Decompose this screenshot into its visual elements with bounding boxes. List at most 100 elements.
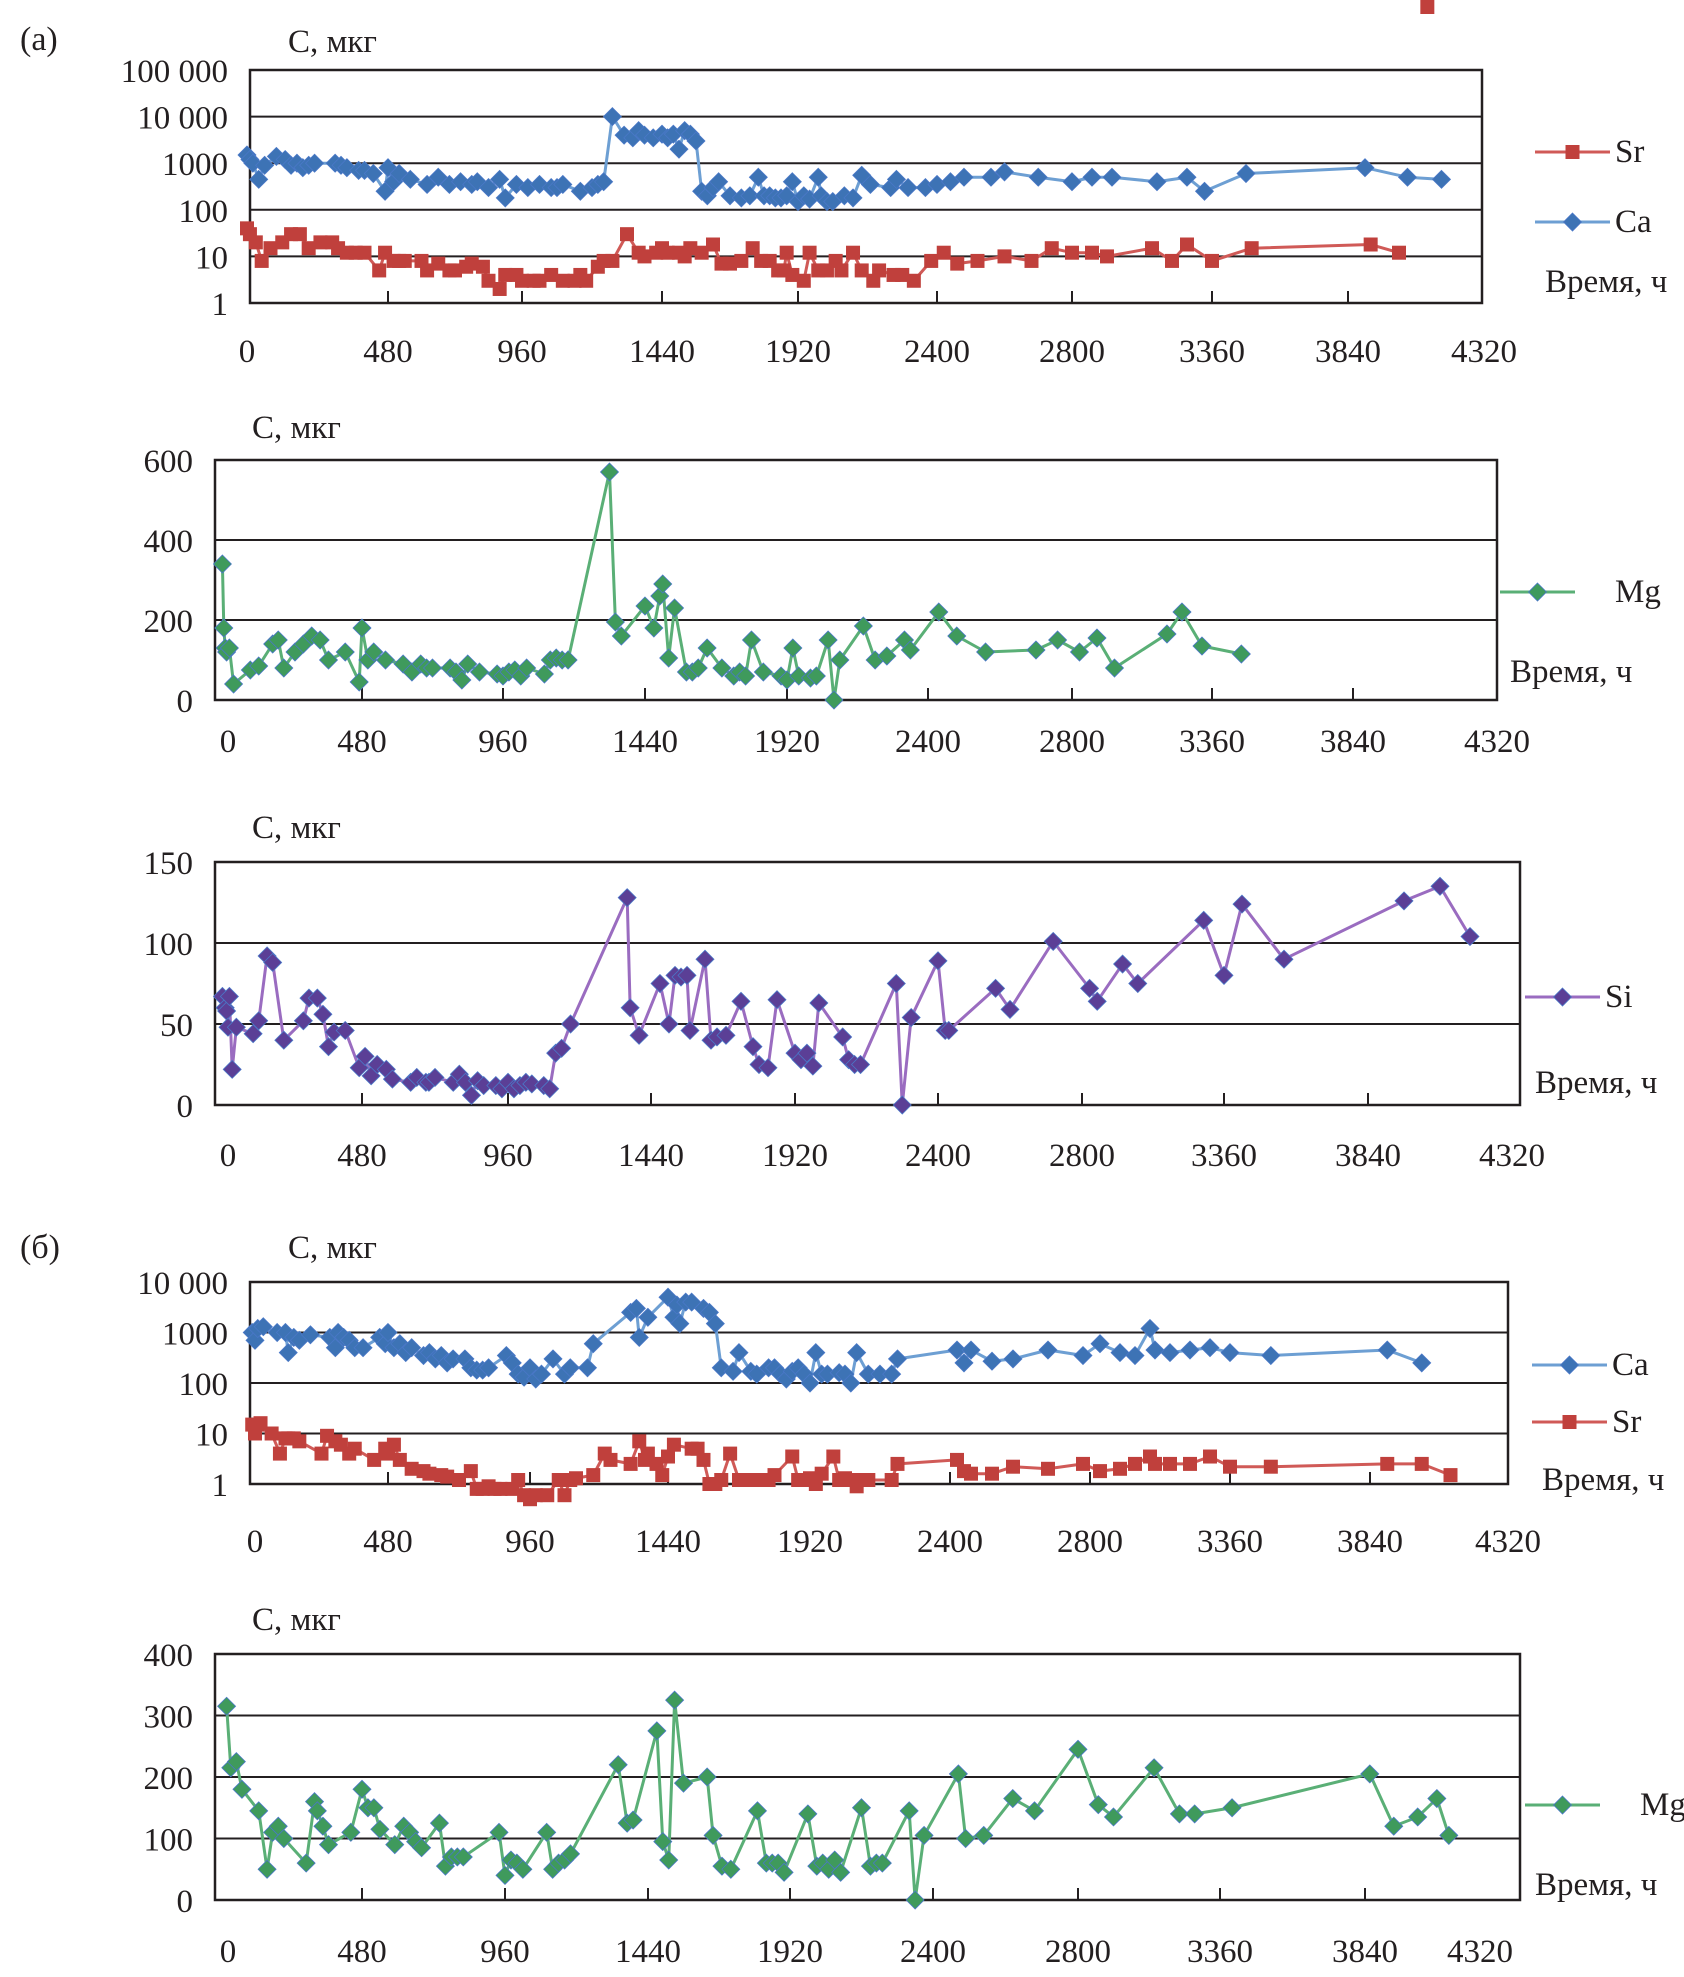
data-point-sr — [846, 245, 861, 260]
x-axis-title: Время, ч — [1535, 1867, 1657, 1903]
data-point-sr — [785, 1449, 800, 1464]
data-point-ca — [353, 1338, 373, 1358]
data-point-mg — [948, 1764, 968, 1784]
y-tick-label: 150 — [144, 846, 194, 882]
data-point-ca — [1073, 1345, 1093, 1366]
data-point-ca — [711, 1358, 731, 1378]
data-point-si — [560, 1014, 581, 1034]
data-point-ca — [594, 172, 614, 192]
plot-frame — [248, 1280, 1510, 1486]
data-point-sr — [301, 241, 316, 256]
data-point-sr — [696, 1452, 711, 1467]
data-point-si — [552, 1038, 572, 1058]
data-point-mg — [1172, 602, 1192, 622]
data-point-sr — [924, 253, 939, 268]
data-point-mg — [375, 650, 396, 670]
x-axis-title: Время, ч — [1535, 1065, 1657, 1101]
plot-frame — [248, 68, 1484, 305]
x-tick-label: 1440 — [629, 334, 695, 370]
data-point-sr — [1006, 1459, 1020, 1474]
data-point-mg — [429, 1813, 450, 1833]
data-point-sr — [253, 1416, 268, 1431]
plot-frame — [213, 860, 1522, 1107]
data-point-sr — [1085, 245, 1099, 260]
y-tick-label: 400 — [144, 524, 194, 560]
data-point-mg — [1360, 1764, 1380, 1784]
data-point-sr — [557, 1488, 572, 1503]
data-point-mg — [513, 1859, 533, 1879]
data-point-sr — [706, 237, 720, 252]
panel-label-a: (a) — [20, 21, 58, 58]
data-point-sr — [420, 263, 435, 278]
data-point-ca — [1028, 167, 1048, 187]
data-point-sr — [796, 273, 811, 288]
data-point-ca — [1194, 181, 1215, 201]
data-point-sr — [551, 1473, 566, 1488]
data-point-ca — [402, 1338, 422, 1358]
data-point-ca — [638, 1307, 658, 1327]
y-axis-title: С, мкг — [288, 24, 377, 60]
data-point-si — [743, 1037, 763, 1057]
data-point-mg — [806, 666, 826, 686]
data-point-si — [928, 951, 948, 971]
data-point-mg — [453, 1847, 473, 1867]
x-tick-label: 1440 — [615, 1934, 681, 1970]
data-point-si — [1080, 978, 1100, 998]
y-tick-label: 1 — [212, 1468, 229, 1504]
x-tick-label: 2400 — [917, 1524, 983, 1560]
data-point-sr — [1065, 245, 1079, 260]
x-tick-label: 2800 — [1039, 334, 1105, 370]
x-tick-label: 1440 — [612, 724, 678, 760]
data-point-ca — [325, 1338, 345, 1358]
data-point-ca — [898, 178, 918, 198]
data-point-si — [1214, 965, 1234, 985]
data-point-mg — [688, 658, 708, 678]
data-point-sr — [1024, 253, 1039, 268]
data-point-mg — [560, 1844, 581, 1864]
data-point-si — [767, 990, 787, 1010]
data-point-ca — [748, 167, 768, 187]
data-point-mg — [1003, 1788, 1023, 1809]
data-point-ca — [670, 1314, 690, 1334]
x-tick-label: 3360 — [1179, 334, 1245, 370]
data-point-sr — [834, 263, 849, 278]
data-point-sr — [1392, 245, 1406, 260]
data-point-ca — [954, 1353, 974, 1373]
data-point-mg — [364, 642, 384, 662]
data-point-si — [986, 978, 1006, 998]
data-point-mg — [385, 1835, 405, 1855]
data-point-ca — [1125, 1345, 1145, 1366]
x-tick-label: 960 — [483, 1138, 533, 1174]
data-point-ca — [705, 1314, 725, 1334]
data-point-mg — [1439, 1825, 1459, 1845]
data-point-sr — [936, 245, 951, 260]
series-line-si — [220, 884, 1472, 1107]
data-point-mg — [721, 1859, 741, 1879]
data-point-mg — [605, 612, 625, 632]
data-point-sr — [814, 1466, 829, 1481]
data-point-sr — [440, 1469, 455, 1484]
data-point-mg — [1103, 1807, 1124, 1827]
legend-label: Ca — [1612, 1347, 1649, 1383]
data-point-mg — [1068, 1739, 1088, 1759]
data-point-ca — [1377, 1340, 1397, 1360]
data-point-sr — [666, 1437, 681, 1452]
data-point-mg — [1408, 1807, 1428, 1827]
legend-label: Mg — [1615, 574, 1661, 610]
data-point-mg — [653, 1832, 673, 1852]
data-point-sr — [515, 273, 529, 288]
data-point-sr — [660, 245, 675, 260]
data-point-mg — [736, 666, 756, 686]
y-tick-label: 1 — [212, 287, 229, 323]
legend-item-ca: Ca — [1532, 1347, 1649, 1383]
data-point-sr — [1041, 1461, 1055, 1476]
data-point-sr — [392, 1452, 407, 1467]
data-point-mg — [644, 618, 664, 638]
data-point-sr — [649, 1456, 664, 1471]
data-point-mg — [650, 586, 670, 606]
data-point-sr — [785, 267, 800, 282]
data-point-si — [1128, 973, 1148, 994]
x-tick-label: 1920 — [777, 1524, 843, 1560]
data-point-mg — [313, 1816, 333, 1836]
legend-marker-si — [1552, 987, 1573, 1007]
